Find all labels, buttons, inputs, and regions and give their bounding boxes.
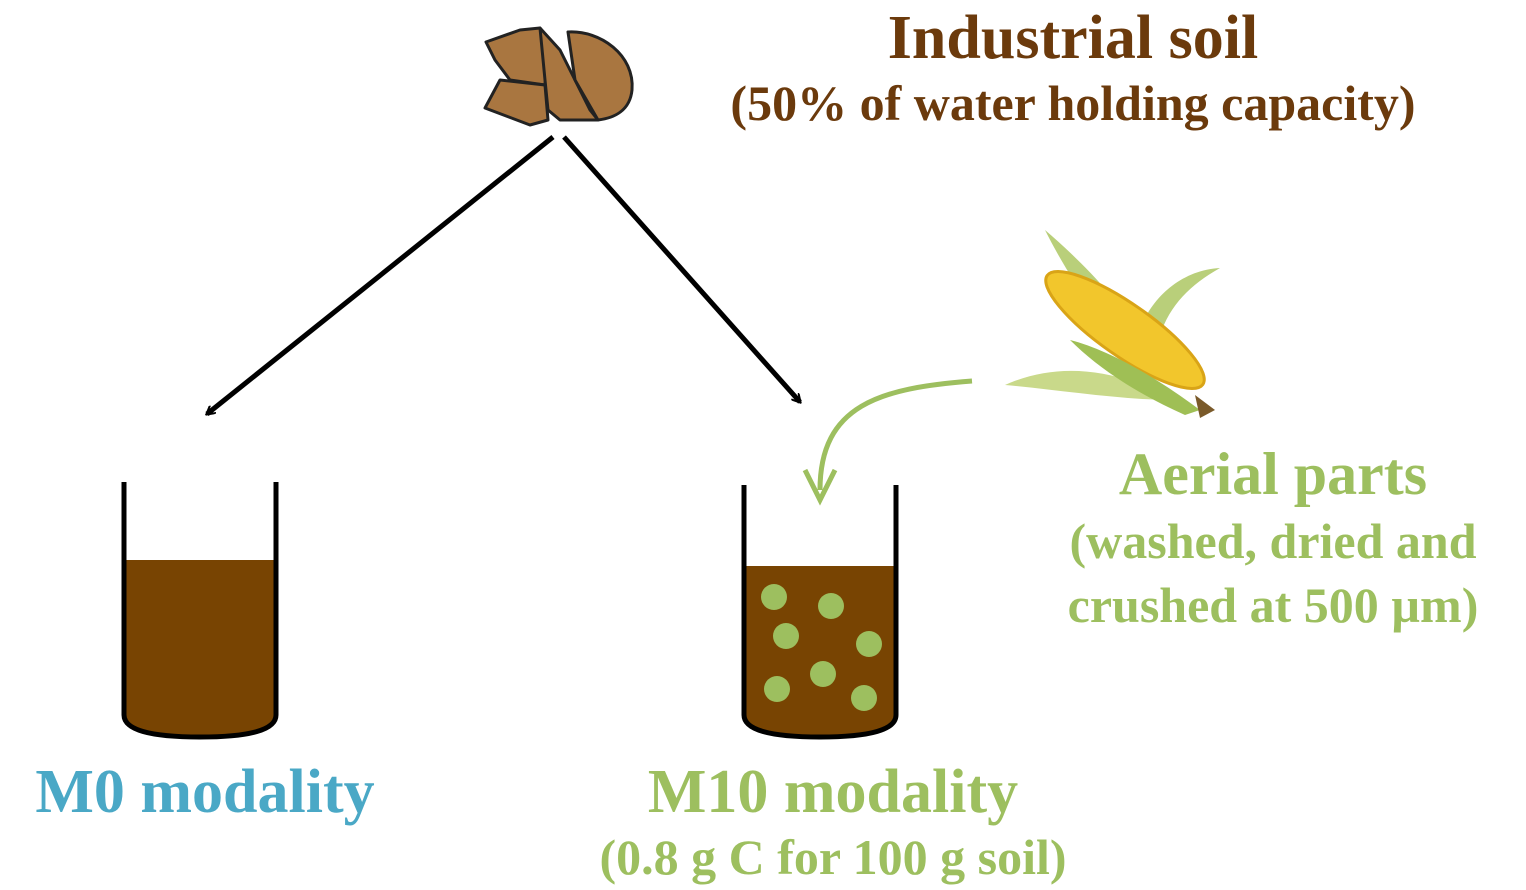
soil-icon [485, 28, 632, 125]
amendment-line: crushed at 500 µm) [1068, 577, 1479, 633]
m10-beaker [744, 485, 896, 737]
modality-label: M10 modality [648, 758, 1018, 826]
soil-title: Industrial soil [888, 4, 1258, 72]
arrow-to-m0 [207, 137, 553, 414]
amendment-line: (washed, dried and [1069, 513, 1476, 569]
page: Industrial soil (50% of water holding ca… [0, 0, 1526, 890]
diagram: Industrial soil (50% of water holding ca… [0, 0, 1526, 890]
modality-label: M0 modality [35, 758, 374, 826]
arrow-to-m10 [564, 137, 800, 402]
corn-icon [1005, 230, 1220, 418]
amendment-title: Aerial parts [1119, 441, 1427, 507]
soil-subtitle: (50% of water holding capacity) [730, 75, 1415, 131]
amendment-arrow [820, 381, 972, 490]
modality-subtitle: (0.8 g C for 100 g soil) [599, 829, 1066, 885]
m0-beaker [124, 482, 276, 737]
